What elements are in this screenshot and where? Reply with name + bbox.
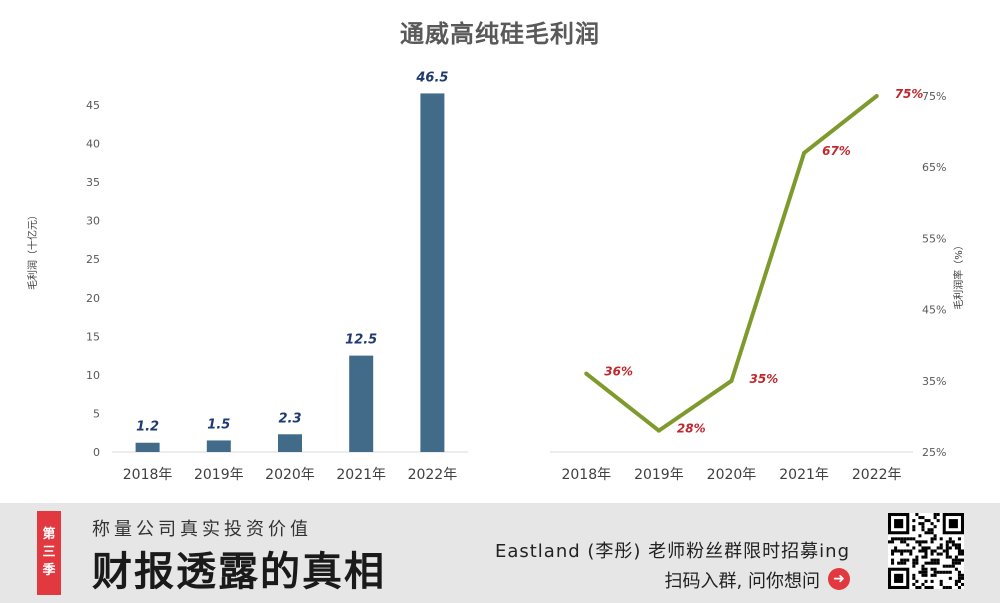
- line-x-tick: 2021年: [779, 467, 829, 483]
- bar-y-tick: 10: [86, 369, 100, 382]
- line-x-tick: 2022年: [852, 467, 902, 483]
- bar-y-tick: 45: [86, 99, 100, 112]
- line-x-tick: 2019年: [634, 467, 684, 483]
- recruit-text: Eastland (李彤) 老师粉丝群限时招募ing: [494, 541, 850, 562]
- line-point: [874, 94, 879, 98]
- bar-y-tick: 5: [93, 407, 100, 420]
- bar-x-tick: 2018年: [123, 467, 173, 483]
- line-y-tick: 75%: [922, 90, 946, 103]
- bar-data-label: 1.2: [136, 420, 159, 435]
- bar-data-label: 2.3: [278, 411, 301, 426]
- line-y-tick: 65%: [922, 161, 946, 174]
- banner-slogan: 财报透露的真相: [92, 548, 386, 595]
- line-data-label: 67%: [822, 144, 851, 158]
- chart-title: 通威高纯硅毛利润: [400, 20, 600, 48]
- qr-code-icon: [888, 513, 964, 589]
- bar-y-tick: 40: [86, 138, 100, 151]
- promo-banner: 第三季 称量公司真实投资价值 财报透露的真相 Eastland (李彤) 老师粉…: [0, 503, 1000, 603]
- bar: [278, 434, 302, 452]
- scan-text: 扫码入群, 问你想问: [664, 571, 820, 592]
- charts-svg: 0 5 10 15 20 25 30 35 40 45 毛利润（十亿元） 1.2 2018年 1.5 201…: [26, 70, 965, 483]
- bar-y-tick: 25: [86, 253, 100, 266]
- bar: [420, 93, 445, 452]
- line-data-label: 36%: [604, 365, 633, 379]
- bar-y-tick: 20: [86, 292, 100, 305]
- bar-y-tick: 0: [93, 446, 100, 459]
- bar: [206, 440, 231, 452]
- line-x-tick: 2020年: [707, 467, 757, 483]
- line-y-tick: 25%: [922, 446, 946, 459]
- line-data-label: 28%: [677, 422, 706, 436]
- line-y-tick: 35%: [922, 375, 946, 388]
- line-y-axis-label: 毛利润率（%）: [952, 240, 965, 310]
- bar: [349, 355, 374, 452]
- bar-y-axis-label: 毛利润（十亿元）: [26, 210, 39, 290]
- bar-data-label: 12.5: [345, 333, 377, 348]
- line-y-tick: 45%: [922, 304, 946, 317]
- line-x-tick: 2018年: [561, 467, 611, 483]
- bar-data-label: 1.5: [207, 417, 230, 432]
- season-badge: 第三季: [37, 511, 61, 595]
- bar-x-tick: 2021年: [336, 467, 386, 483]
- bar-x-tick: 2020年: [265, 467, 315, 483]
- bar-y-tick: 35: [86, 176, 100, 189]
- bar: [135, 442, 160, 452]
- bar-chart: 0 5 10 15 20 25 30 35 40 45 毛利润（十亿元） 1.2 2018年 1.5 201…: [26, 70, 468, 483]
- line-chart: 25% 35% 45% 55% 65% 75% 毛利润率（%） 36% 2018年 28% 2019…: [550, 87, 965, 483]
- bar-x-tick: 2022年: [408, 467, 458, 483]
- bar-y-tick: 15: [86, 330, 100, 343]
- line-point: [729, 378, 734, 383]
- bar-x-tick: 2019年: [194, 467, 244, 483]
- line-point: [656, 428, 661, 433]
- line-data-label: 75%: [895, 87, 924, 101]
- line-data-label: 35%: [750, 372, 779, 386]
- line-point: [584, 371, 589, 376]
- line-point: [802, 150, 807, 155]
- line-y-tick: 55%: [922, 232, 946, 245]
- bar-data-label: 46.5: [415, 70, 448, 85]
- banner-subtitle: 称量公司真实投资价值: [92, 519, 312, 540]
- bar-y-tick: 30: [86, 215, 100, 228]
- arrow-right-circle-icon[interactable]: ➜: [828, 568, 850, 590]
